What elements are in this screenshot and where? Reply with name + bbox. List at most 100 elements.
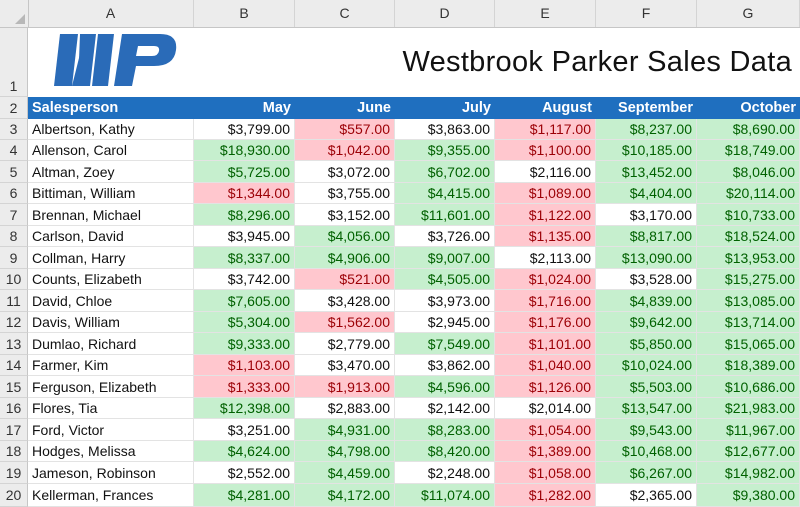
sales-value-cell[interactable]: $13,090.00 <box>596 247 697 269</box>
salesperson-cell[interactable]: Hodges, Melissa <box>28 441 194 462</box>
sales-value-cell[interactable]: $18,524.00 <box>697 226 800 247</box>
sales-value-cell[interactable]: $1,100.00 <box>495 140 596 161</box>
sales-value-cell[interactable]: $3,528.00 <box>596 269 697 290</box>
row-header-7[interactable]: 7 <box>0 204 28 226</box>
row-header-4[interactable]: 4 <box>0 140 28 161</box>
sales-value-cell[interactable]: $7,605.00 <box>194 290 295 312</box>
sales-value-cell[interactable]: $1,122.00 <box>495 204 596 226</box>
sales-value-cell[interactable]: $2,883.00 <box>295 398 395 419</box>
salesperson-cell[interactable]: Counts, Elizabeth <box>28 269 194 290</box>
sales-value-cell[interactable]: $1,126.00 <box>495 376 596 398</box>
sales-value-cell[interactable]: $3,742.00 <box>194 269 295 290</box>
sales-value-cell[interactable]: $4,596.00 <box>395 376 495 398</box>
sales-value-cell[interactable]: $8,817.00 <box>596 226 697 247</box>
sales-value-cell[interactable]: $21,983.00 <box>697 398 800 419</box>
sales-value-cell[interactable]: $4,281.00 <box>194 484 295 507</box>
row-header-8[interactable]: 8 <box>0 226 28 247</box>
sales-value-cell[interactable]: $521.00 <box>295 269 395 290</box>
sales-value-cell[interactable]: $1,101.00 <box>495 333 596 355</box>
sales-value-cell[interactable]: $2,945.00 <box>395 312 495 333</box>
sales-value-cell[interactable]: $3,799.00 <box>194 119 295 140</box>
sales-value-cell[interactable]: $11,967.00 <box>697 419 800 441</box>
row-header-5[interactable]: 5 <box>0 161 28 183</box>
salesperson-cell[interactable]: Ford, Victor <box>28 419 194 441</box>
sales-value-cell[interactable]: $2,248.00 <box>395 462 495 484</box>
column-header-c[interactable]: C <box>295 0 395 27</box>
sales-value-cell[interactable]: $1,135.00 <box>495 226 596 247</box>
salesperson-cell[interactable]: Kellerman, Frances <box>28 484 194 507</box>
salesperson-cell[interactable]: Bittiman, William <box>28 183 194 204</box>
sales-value-cell[interactable]: $3,755.00 <box>295 183 395 204</box>
sales-value-cell[interactable]: $3,251.00 <box>194 419 295 441</box>
header-cell-august[interactable]: August <box>542 100 592 116</box>
select-all-corner[interactable] <box>0 0 29 27</box>
sales-value-cell[interactable]: $9,642.00 <box>596 312 697 333</box>
sales-value-cell[interactable]: $13,547.00 <box>596 398 697 419</box>
column-header-g[interactable]: G <box>697 0 800 27</box>
sales-value-cell[interactable]: $9,007.00 <box>395 247 495 269</box>
salesperson-cell[interactable]: Jameson, Robinson <box>28 462 194 484</box>
row-header-14[interactable]: 14 <box>0 355 28 376</box>
sales-value-cell[interactable]: $14,982.00 <box>697 462 800 484</box>
sales-value-cell[interactable]: $5,725.00 <box>194 161 295 183</box>
salesperson-cell[interactable]: Collman, Harry <box>28 247 194 269</box>
column-header-f[interactable]: F <box>596 0 697 27</box>
row-header-9[interactable]: 9 <box>0 247 28 269</box>
row-header-13[interactable]: 13 <box>0 333 28 355</box>
header-cell-salesperson[interactable]: Salesperson <box>32 100 119 116</box>
sales-value-cell[interactable]: $18,930.00 <box>194 140 295 161</box>
sales-value-cell[interactable]: $13,452.00 <box>596 161 697 183</box>
row-header-15[interactable]: 15 <box>0 376 28 398</box>
sales-value-cell[interactable]: $10,185.00 <box>596 140 697 161</box>
row-header-16[interactable]: 16 <box>0 398 28 419</box>
sales-value-cell[interactable]: $1,562.00 <box>295 312 395 333</box>
sales-value-cell[interactable]: $2,779.00 <box>295 333 395 355</box>
sales-value-cell[interactable]: $1,333.00 <box>194 376 295 398</box>
sales-value-cell[interactable]: $6,267.00 <box>596 462 697 484</box>
sales-value-cell[interactable]: $5,850.00 <box>596 333 697 355</box>
sales-value-cell[interactable]: $1,040.00 <box>495 355 596 376</box>
sales-value-cell[interactable]: $1,176.00 <box>495 312 596 333</box>
sales-value-cell[interactable]: $3,862.00 <box>395 355 495 376</box>
sales-value-cell[interactable]: $2,113.00 <box>495 247 596 269</box>
header-cell-september[interactable]: September <box>618 100 693 116</box>
sales-value-cell[interactable]: $10,733.00 <box>697 204 800 226</box>
sales-value-cell[interactable]: $1,103.00 <box>194 355 295 376</box>
sales-value-cell[interactable]: $18,389.00 <box>697 355 800 376</box>
sales-value-cell[interactable]: $3,470.00 <box>295 355 395 376</box>
header-cell-june[interactable]: June <box>357 100 391 116</box>
salesperson-cell[interactable]: Ferguson, Elizabeth <box>28 376 194 398</box>
sales-value-cell[interactable]: $11,074.00 <box>395 484 495 507</box>
row-header-2[interactable]: 2 <box>0 97 28 119</box>
sales-value-cell[interactable]: $4,839.00 <box>596 290 697 312</box>
sales-value-cell[interactable]: $9,355.00 <box>395 140 495 161</box>
sales-value-cell[interactable]: $3,973.00 <box>395 290 495 312</box>
sales-value-cell[interactable]: $4,459.00 <box>295 462 395 484</box>
salesperson-cell[interactable]: Flores, Tia <box>28 398 194 419</box>
sales-value-cell[interactable]: $8,296.00 <box>194 204 295 226</box>
row-header-20[interactable]: 20 <box>0 484 28 507</box>
sales-value-cell[interactable]: $15,065.00 <box>697 333 800 355</box>
sales-value-cell[interactable]: $8,420.00 <box>395 441 495 462</box>
sales-value-cell[interactable]: $3,863.00 <box>395 119 495 140</box>
sales-value-cell[interactable]: $1,389.00 <box>495 441 596 462</box>
sales-value-cell[interactable]: $5,503.00 <box>596 376 697 398</box>
sales-value-cell[interactable]: $3,170.00 <box>596 204 697 226</box>
sales-value-cell[interactable]: $4,404.00 <box>596 183 697 204</box>
sales-value-cell[interactable]: $10,468.00 <box>596 441 697 462</box>
sales-value-cell[interactable]: $13,085.00 <box>697 290 800 312</box>
row-header-17[interactable]: 17 <box>0 419 28 441</box>
sales-value-cell[interactable]: $1,042.00 <box>295 140 395 161</box>
salesperson-cell[interactable]: Carlson, David <box>28 226 194 247</box>
sales-value-cell[interactable]: $4,931.00 <box>295 419 395 441</box>
sales-value-cell[interactable]: $1,024.00 <box>495 269 596 290</box>
salesperson-cell[interactable]: Albertson, Kathy <box>28 119 194 140</box>
sales-value-cell[interactable]: $9,543.00 <box>596 419 697 441</box>
sales-value-cell[interactable]: $12,398.00 <box>194 398 295 419</box>
sales-value-cell[interactable]: $13,953.00 <box>697 247 800 269</box>
sales-value-cell[interactable]: $11,601.00 <box>395 204 495 226</box>
column-header-e[interactable]: E <box>495 0 596 27</box>
sales-value-cell[interactable]: $8,283.00 <box>395 419 495 441</box>
sales-value-cell[interactable]: $8,237.00 <box>596 119 697 140</box>
sales-value-cell[interactable]: $4,505.00 <box>395 269 495 290</box>
